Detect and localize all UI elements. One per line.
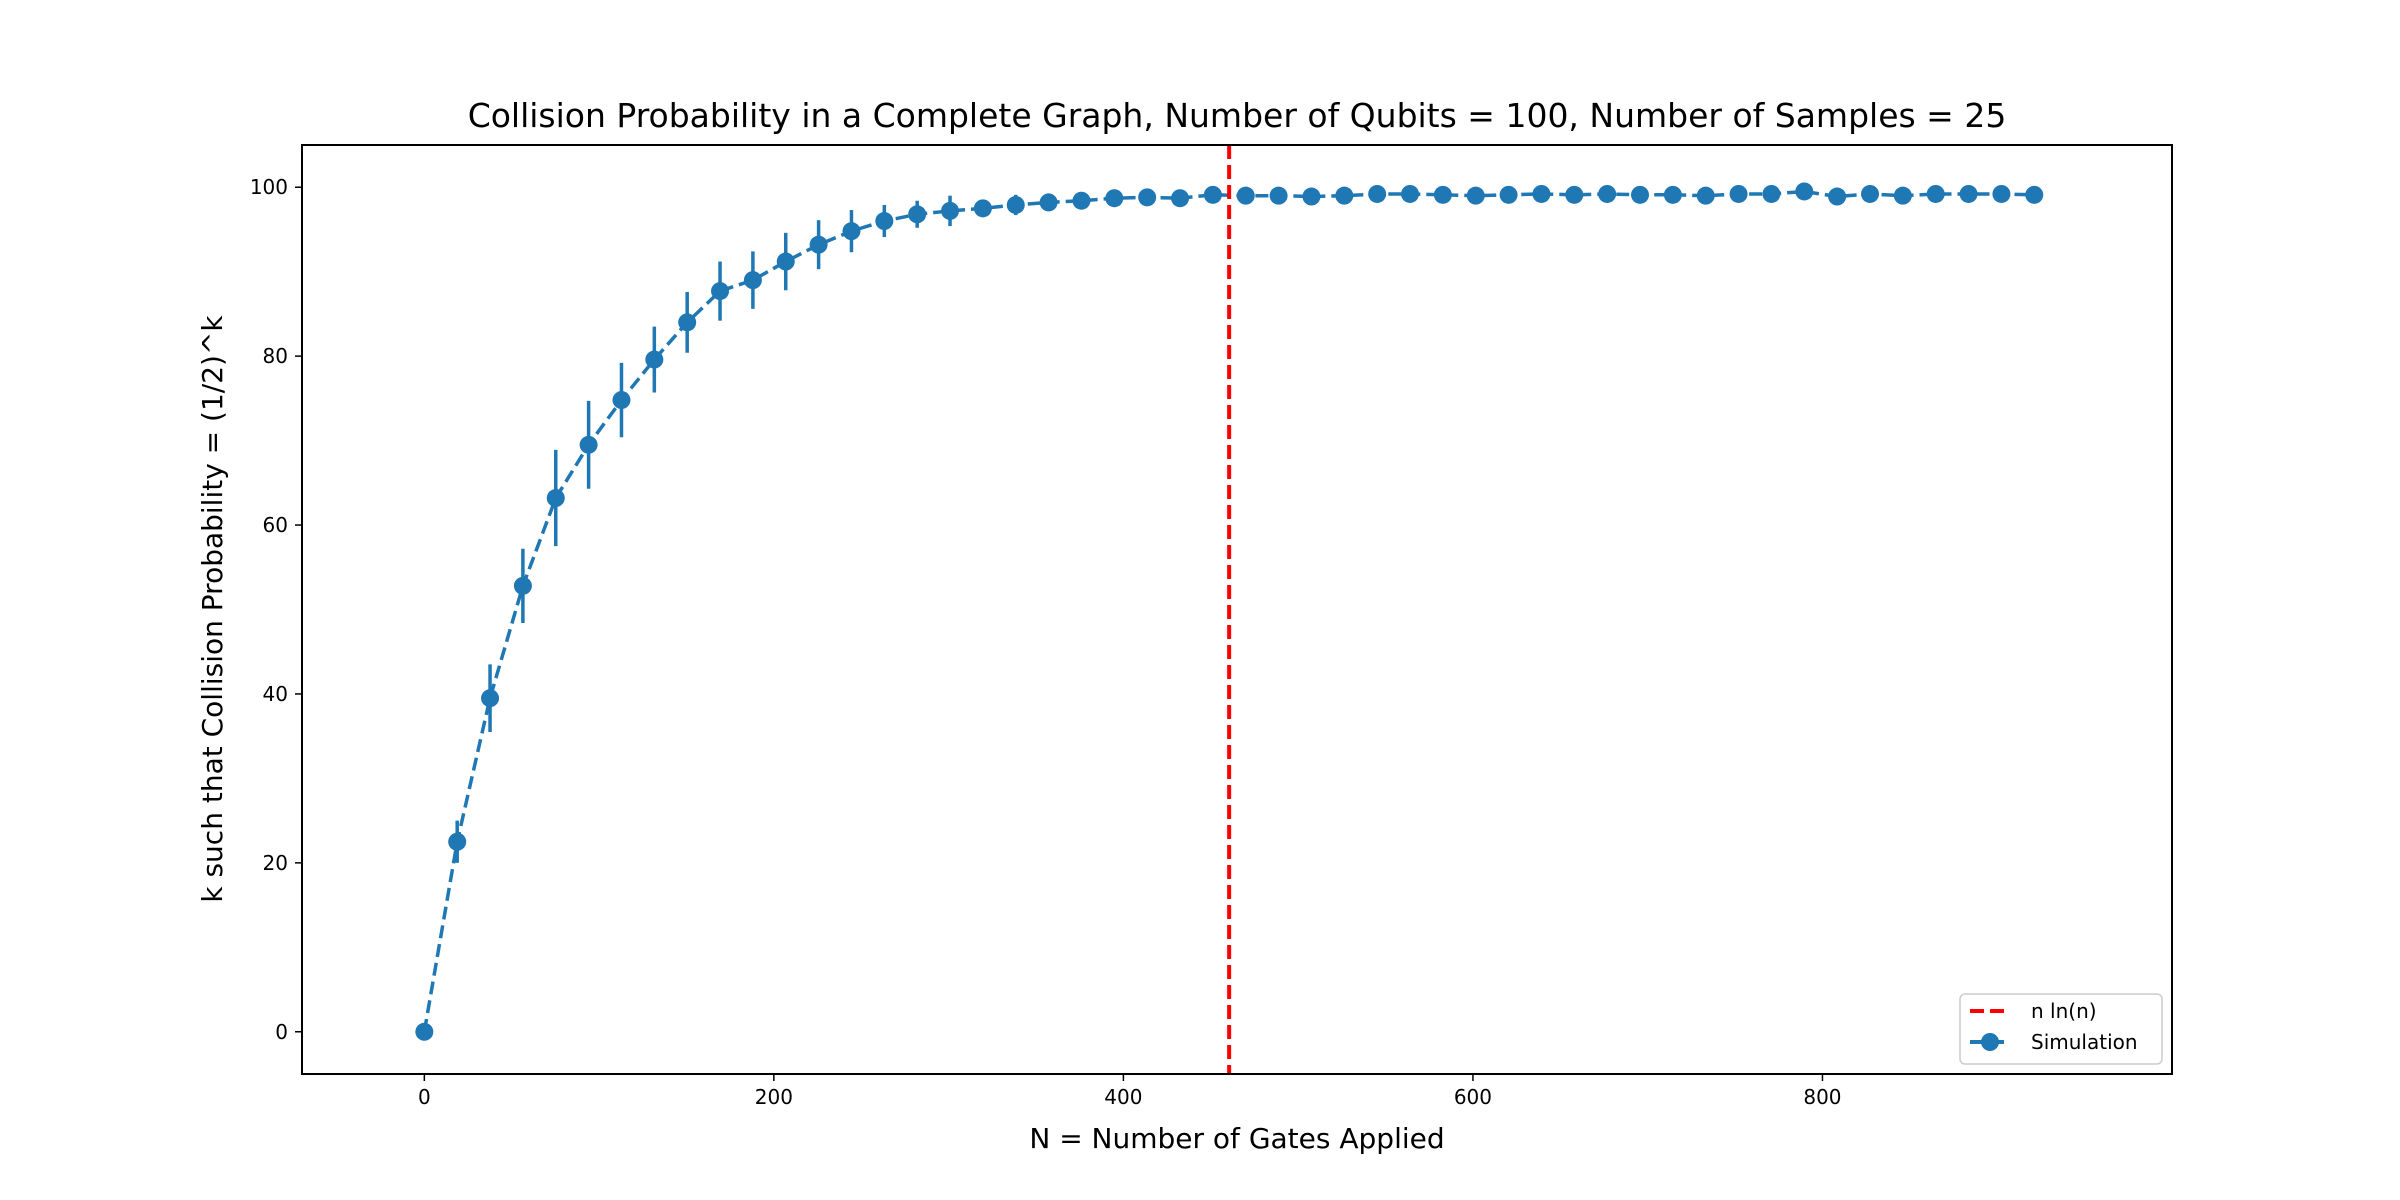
data-point: [1828, 187, 1847, 206]
plot-area: [415, 145, 2044, 1074]
legend-nlogn-label: n ln(n): [2031, 999, 2097, 1023]
data-point: [1236, 186, 1255, 205]
data-point: [1203, 185, 1222, 204]
data-point: [1433, 185, 1452, 204]
data-point: [1926, 184, 1945, 203]
data-point: [1729, 184, 1748, 203]
y-tick-label: 60: [263, 513, 288, 537]
legend-simulation-marker: [1981, 1033, 1999, 1051]
data-point: [1302, 187, 1321, 206]
y-tick-label: 20: [263, 851, 288, 875]
y-tick-label: 100: [250, 175, 288, 199]
data-point: [1072, 191, 1091, 210]
data-point: [1565, 185, 1584, 204]
data-point: [645, 350, 664, 369]
x-tick-label: 200: [755, 1085, 793, 1109]
data-point: [1663, 185, 1682, 204]
data-point: [1499, 185, 1518, 204]
chart-title: Collision Probability in a Complete Grap…: [468, 96, 2007, 135]
data-point: [1532, 184, 1551, 203]
data-point: [1401, 184, 1420, 203]
y-axis-label: k such that Collision Probability = (1/2…: [196, 315, 229, 903]
x-tick-label: 600: [1454, 1085, 1492, 1109]
data-point: [1039, 193, 1058, 212]
data-point: [1959, 184, 1978, 203]
data-point: [1138, 188, 1157, 207]
legend-simulation-label: Simulation: [2031, 1030, 2138, 1054]
data-point: [1466, 186, 1485, 205]
data-point: [1269, 186, 1288, 205]
axis-ticks: 0 200 400 600 800 0 20 40 60 80 100: [250, 175, 1842, 1109]
x-tick-label: 0: [418, 1085, 431, 1109]
data-point: [415, 1022, 434, 1041]
data-point: [1893, 186, 1912, 205]
data-point: [809, 235, 828, 254]
axes-frame: [301, 144, 2173, 1075]
data-point: [678, 313, 697, 332]
data-point: [743, 271, 762, 290]
data-point: [579, 435, 598, 454]
data-point: [1335, 186, 1354, 205]
data-point: [448, 832, 467, 851]
legend: n ln(n) Simulation: [1959, 993, 2163, 1065]
data-point: [1006, 195, 1025, 214]
data-point: [2025, 185, 2044, 204]
data-point: [1171, 189, 1190, 208]
data-point: [973, 199, 992, 218]
data-point: [1762, 184, 1781, 203]
data-point: [842, 222, 861, 241]
y-tick-label: 0: [275, 1020, 288, 1044]
data-point: [1631, 185, 1650, 204]
x-tick-label: 400: [1104, 1085, 1142, 1109]
data-point: [1992, 184, 2011, 203]
y-tick-label: 80: [263, 344, 288, 368]
x-axis-label: N = Number of Gates Applied: [1029, 1122, 1444, 1155]
data-point: [908, 205, 927, 224]
data-point: [1795, 182, 1814, 201]
x-tick-label: 800: [1803, 1085, 1841, 1109]
data-point: [481, 689, 500, 708]
data-point: [1598, 184, 1617, 203]
data-point: [1368, 184, 1387, 203]
data-point: [776, 252, 795, 271]
data-point: [546, 489, 565, 508]
data-point: [875, 212, 894, 231]
legend-box: [1959, 993, 2163, 1065]
data-point: [711, 282, 730, 301]
data-point: [513, 576, 532, 595]
data-point: [941, 201, 960, 220]
data-point: [1696, 186, 1715, 205]
data-point: [1105, 189, 1124, 208]
data-point: [612, 391, 631, 410]
data-point: [1861, 184, 1880, 203]
y-tick-label: 40: [263, 682, 288, 706]
